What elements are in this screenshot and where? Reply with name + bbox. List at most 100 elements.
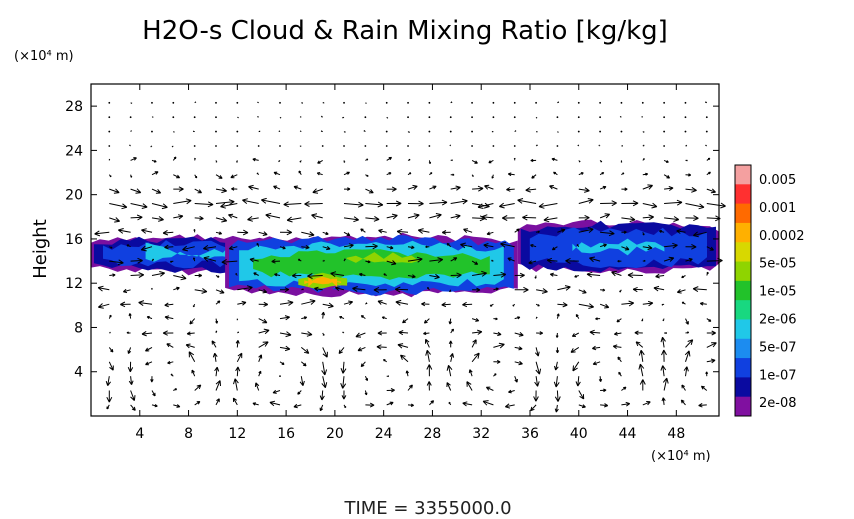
x-tick-label: 4 bbox=[135, 426, 144, 442]
wind-arrow bbox=[471, 174, 474, 178]
wind-arrow bbox=[407, 172, 412, 176]
wind-arrow bbox=[407, 184, 418, 190]
wind-arrow bbox=[376, 344, 387, 350]
wind-arrow bbox=[185, 343, 195, 349]
wind-arrow bbox=[173, 274, 187, 281]
wind-arrow bbox=[322, 259, 325, 262]
wind-arrow bbox=[705, 144, 708, 147]
wind-arrow bbox=[426, 286, 430, 291]
wind-arrow bbox=[386, 213, 398, 220]
wind-arrow bbox=[215, 300, 221, 305]
wind-arrow bbox=[150, 376, 154, 383]
wind-arrow bbox=[661, 303, 665, 306]
wind-arrow bbox=[705, 116, 708, 119]
wind-arrow bbox=[258, 231, 268, 236]
wind-arrow bbox=[164, 302, 174, 308]
wind-arrow bbox=[279, 375, 281, 378]
wind-arrow bbox=[492, 116, 495, 119]
wind-arrow bbox=[692, 286, 707, 293]
wind-arrow bbox=[126, 331, 131, 335]
wind-arrow bbox=[343, 101, 345, 104]
wind-arrow bbox=[706, 157, 711, 161]
wind-arrow bbox=[235, 340, 240, 348]
wind-arrow bbox=[619, 116, 622, 118]
wind-arrow bbox=[660, 336, 666, 348]
wind-arrow bbox=[423, 318, 430, 324]
wind-arrow bbox=[576, 244, 580, 248]
wind-arrow bbox=[215, 145, 217, 147]
wind-arrow bbox=[301, 244, 310, 250]
colorbar-swatch bbox=[735, 184, 751, 205]
wind-arrow bbox=[130, 157, 137, 161]
wind-arrow bbox=[312, 188, 323, 194]
wind-arrow bbox=[215, 130, 217, 133]
wind-arrow bbox=[642, 184, 653, 190]
wind-arrow bbox=[128, 376, 134, 385]
wind-arrow bbox=[533, 390, 539, 402]
wind-arrow bbox=[215, 398, 220, 406]
colorbar-label: 0.001 bbox=[759, 201, 796, 216]
wind-arrow bbox=[396, 228, 409, 235]
wind-arrow bbox=[365, 201, 384, 208]
wind-arrow bbox=[599, 213, 611, 219]
wind-arrow bbox=[299, 376, 305, 386]
wind-arrow bbox=[322, 231, 329, 236]
wind-arrow bbox=[617, 356, 622, 363]
wind-arrow bbox=[365, 402, 375, 408]
wind-arrow bbox=[522, 214, 537, 221]
wind-arrow bbox=[194, 384, 202, 391]
colorbar-label: 0.0002 bbox=[759, 229, 805, 244]
colorbar-swatch bbox=[735, 319, 751, 340]
wind-arrow bbox=[215, 231, 223, 235]
wind-arrow bbox=[236, 160, 238, 163]
colorbar-label: 1e-05 bbox=[759, 285, 797, 300]
wind-arrow bbox=[293, 403, 302, 409]
wind-arrow bbox=[449, 116, 452, 119]
wind-arrow bbox=[407, 213, 420, 219]
wind-arrow bbox=[599, 116, 602, 119]
wind-arrow bbox=[706, 215, 721, 222]
wind-arrow bbox=[684, 101, 687, 104]
y-tick-label: 4 bbox=[74, 365, 83, 381]
wind-arrow bbox=[423, 331, 430, 336]
wind-arrow bbox=[530, 404, 537, 412]
wind-arrow bbox=[471, 159, 478, 164]
wind-arrow bbox=[557, 101, 560, 104]
wind-arrow bbox=[429, 172, 433, 176]
wind-arrow bbox=[514, 346, 523, 351]
wind-arrow bbox=[301, 288, 304, 291]
wind-arrow bbox=[237, 331, 240, 334]
wind-arrow bbox=[525, 187, 537, 193]
wind-arrow bbox=[553, 376, 560, 388]
wind-arrow bbox=[635, 341, 644, 348]
wind-arrow bbox=[278, 160, 281, 163]
wind-arrow bbox=[449, 130, 452, 133]
wind-arrow bbox=[553, 171, 558, 176]
wind-arrow bbox=[428, 160, 432, 165]
colorbar-swatch bbox=[735, 377, 751, 398]
wind-arrow bbox=[549, 185, 558, 190]
wind-arrow bbox=[538, 202, 558, 209]
wind-arrow bbox=[256, 242, 260, 247]
wind-arrow bbox=[575, 313, 580, 319]
wind-arrow bbox=[128, 313, 132, 319]
wind-arrow bbox=[681, 275, 686, 279]
wind-arrow bbox=[493, 287, 499, 291]
wind-arrow bbox=[258, 328, 270, 335]
wind-arrow bbox=[151, 404, 158, 408]
wind-arrow bbox=[357, 346, 366, 352]
wind-arrow bbox=[680, 399, 686, 406]
wind-arrow bbox=[236, 130, 239, 133]
wind-arrow bbox=[365, 174, 369, 177]
wind-arrow bbox=[471, 145, 473, 147]
wind-arrow bbox=[621, 200, 639, 207]
wind-arrow bbox=[341, 390, 347, 400]
wind-arrow bbox=[662, 377, 669, 391]
wind-arrow bbox=[140, 245, 153, 252]
wind-arrow bbox=[170, 373, 174, 377]
wind-arrow bbox=[173, 186, 184, 192]
colorbar-frame bbox=[734, 164, 752, 417]
wind-arrow bbox=[402, 318, 409, 324]
wind-arrow bbox=[129, 144, 131, 147]
wind-arrow bbox=[235, 366, 241, 377]
